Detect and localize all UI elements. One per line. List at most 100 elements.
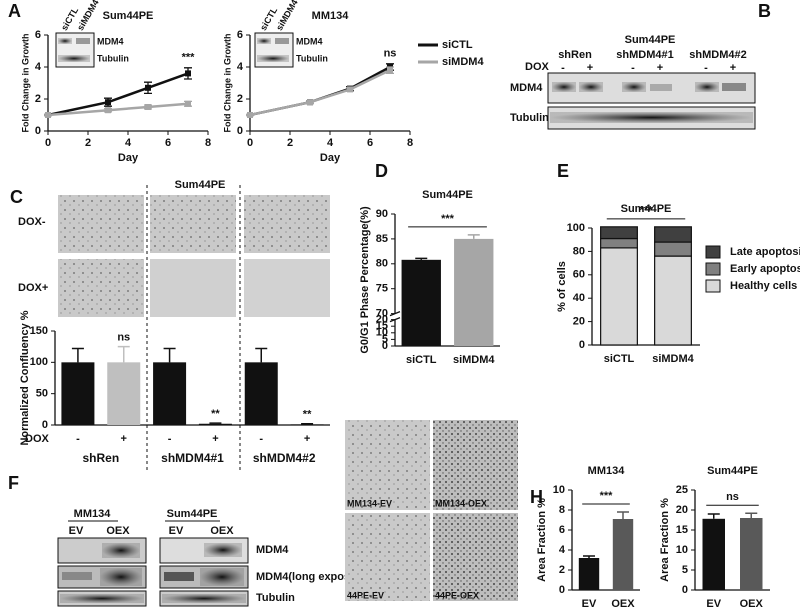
bar [198,423,232,425]
lane-label: siMDM4 [75,0,101,32]
y-tick-label: 2 [35,93,41,105]
lane-label: siMDM4 [274,0,300,32]
x-axis-title: DOX [25,433,50,445]
chart-title: MM134 [588,465,626,477]
point [145,104,151,110]
y-tick-label: 15 [376,320,388,332]
series-line [47,72,189,117]
error-bar [301,422,314,425]
legend-swatch [705,279,721,293]
x-axis-label: Day [118,152,139,164]
y-tick-label: 100 [30,356,48,368]
bar-segment [600,247,638,346]
point [105,99,111,106]
point [247,112,253,118]
y-tick-label: 0 [42,419,48,431]
y-tick-label: 60 [573,269,585,281]
error-bar [745,512,758,518]
y-tick-label: 10 [676,544,688,556]
y-axis-label: Fold Change in Growth [222,34,232,133]
sign: - [704,62,708,74]
dox-label: DOX [525,61,550,73]
sign: + [730,62,736,74]
y-axis-label: Area Fraction % [536,498,548,582]
blot-row: Tubulin [296,53,328,63]
panel-title: Sum44PE [175,179,226,191]
chart-title: Sum44PE [621,203,672,215]
error-bar [255,347,268,363]
legend-label: Healthy cells [730,280,797,292]
y-tick-label: 20 [676,504,688,516]
bar [702,518,725,590]
significance: ns [726,491,739,503]
sign: - [561,62,565,74]
group-label: shMDM4#2 [253,451,316,465]
point [307,99,313,106]
y-tick-label: 4 [35,61,42,73]
lane-label: OEX [210,525,234,537]
y-tick-label: 70 [376,308,388,320]
x-tick-label: siMDM4 [652,353,694,365]
point [185,70,191,77]
error-bar [117,345,130,363]
error-bar [415,257,428,260]
x-tick-label: + [121,433,127,445]
x-tick-label: EV [706,598,721,608]
significance: ** [211,408,220,420]
x-tick-label: 4 [327,137,334,149]
row-label: DOX+ [18,282,48,294]
y-tick-label: 5 [382,333,388,345]
microscopy-g: MM134-EV MM134-OEX 44PE-EV 44PE-OEX [345,420,518,601]
bar [244,362,278,425]
y-tick-label: 40 [573,292,585,304]
blot-row: MDM4 [97,36,124,46]
series-line [47,102,189,117]
x-tick-label: 2 [85,137,91,149]
y-tick-label: 0 [382,340,388,352]
group-label: shRen [558,49,592,61]
x-tick-label: OEX [740,598,764,608]
row-label: DOX- [18,216,46,228]
bar-segment [600,237,638,249]
legend-label: siCTL [442,39,473,51]
panel-letter: H [530,487,543,507]
x-tick-label: + [304,433,310,445]
error-bar [163,347,176,363]
panel-letter: A [8,1,21,21]
y-tick-label: 80 [376,258,388,270]
y-axis-label: G0/G1 Phase Percentage(%) [359,206,371,354]
bar [454,238,494,346]
y-tick-label: 2 [237,93,243,105]
bar [107,362,141,425]
blot-b: Sum44PE shRen shMDM4#1 shMDM4#2 DOX - + … [510,34,756,130]
error-bar [71,347,84,363]
blot-row: Tubulin [510,112,549,124]
error-bar [583,555,595,558]
significance: ns [117,332,130,344]
error-bar [209,422,222,424]
y-tick-label: 75 [376,283,388,295]
chart-title: Sum44PE [707,465,758,477]
legend-label: Early apoptosis [730,263,800,275]
x-tick-label: siCTL [604,353,635,365]
legend-swatch [705,245,721,259]
series-line [249,69,391,117]
cell-label: MM134 [74,508,112,520]
sign: + [587,62,593,74]
y-tick-label: 5 [682,564,688,576]
blot-title: Sum44PE [625,34,676,46]
x-tick-label: 4 [125,137,132,149]
bar [740,518,763,590]
y-tick-label: 8 [559,504,565,516]
error-bar [707,513,720,519]
bar [290,424,324,425]
y-tick-label: 15 [676,524,688,536]
point [185,100,191,107]
lane-label: EV [169,525,184,537]
point [45,112,51,118]
microscopy-c: Sum44PE DOX- DOX+ [18,179,330,470]
y-tick-label: 6 [35,29,41,41]
y-tick-label: 6 [237,29,243,41]
bar-segment [654,226,692,243]
